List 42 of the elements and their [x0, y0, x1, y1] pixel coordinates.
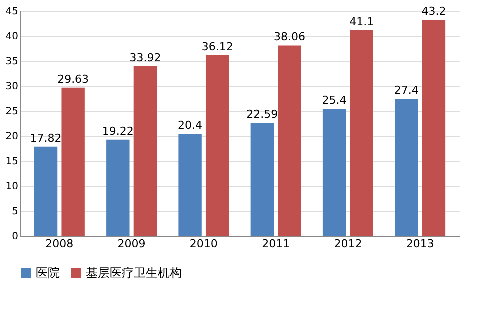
- bar: [322, 109, 346, 236]
- bar: [350, 30, 374, 236]
- bar: [422, 20, 446, 236]
- bar: [134, 66, 158, 236]
- bar: [395, 99, 418, 236]
- data-label: 38.06: [274, 30, 306, 44]
- y-tick-label: 30: [6, 82, 18, 92]
- bar: [106, 140, 130, 236]
- y-tick-label: 35: [6, 56, 18, 68]
- bar: [278, 46, 302, 236]
- legend-label: 基层医疗卫生机构: [86, 266, 182, 280]
- data-label: 17.82: [30, 132, 62, 145]
- data-label: 22.59: [246, 108, 278, 122]
- y-tick-label: 10: [6, 182, 18, 192]
- data-label: 25.4: [322, 94, 347, 107]
- x-tick-label: 2012: [334, 238, 362, 250]
- x-tick-label: 2011: [262, 238, 290, 250]
- y-tick-label: 15: [6, 156, 18, 168]
- bar: [178, 134, 202, 236]
- bar: [206, 55, 230, 236]
- data-label: 19.22: [102, 124, 134, 138]
- data-label: 27.4: [394, 84, 419, 97]
- legend-label: 医院: [36, 266, 60, 280]
- y-tick-label: 0: [12, 232, 18, 242]
- data-label: 43.2: [422, 5, 446, 18]
- x-tick-label: 2010: [190, 238, 218, 250]
- x-tick-label: 2008: [46, 238, 74, 250]
- data-label: 20.4: [178, 119, 203, 132]
- data-label: 29.63: [58, 72, 90, 86]
- data-label: 33.92: [130, 51, 162, 64]
- data-label: 41.1: [350, 16, 374, 28]
- x-tick-label: 2013: [406, 238, 434, 250]
- bar: [34, 146, 58, 236]
- bar: [250, 123, 274, 236]
- x-tick-label: 2009: [118, 238, 146, 250]
- bar: [62, 88, 85, 236]
- y-tick-label: 20: [6, 132, 18, 142]
- y-tick-label: 40: [6, 32, 18, 42]
- y-tick-label: 5: [12, 206, 18, 218]
- data-label: 36.12: [202, 40, 234, 54]
- y-tick-label: 25: [6, 106, 18, 118]
- y-tick-label: 45: [6, 6, 18, 18]
